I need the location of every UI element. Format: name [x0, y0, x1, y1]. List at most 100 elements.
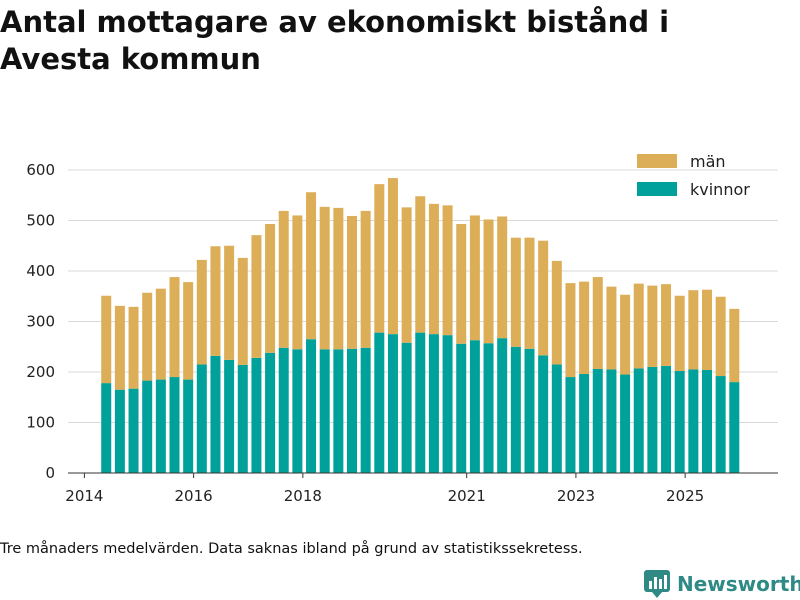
brand-name: Newsworthy	[677, 572, 800, 596]
bar-män	[729, 308, 740, 383]
bar-män	[538, 240, 549, 356]
bar-män	[306, 192, 317, 340]
bar-män	[401, 207, 412, 343]
bar-män	[428, 203, 439, 335]
bar-kvinnor	[674, 370, 685, 473]
legend-swatch-kvinnor	[637, 182, 677, 196]
bar-kvinnor	[237, 364, 248, 473]
bar-kvinnor	[415, 332, 426, 473]
bar-män	[620, 294, 631, 375]
bar-kvinnor	[265, 352, 276, 473]
x-tick-label: 2023	[557, 487, 595, 505]
bar-män	[224, 245, 235, 360]
bar-män	[551, 260, 562, 365]
bar-kvinnor	[183, 379, 194, 473]
bar-män	[210, 246, 221, 356]
bar-kvinnor	[278, 347, 289, 473]
bar-män	[510, 237, 521, 347]
bar-kvinnor	[524, 348, 535, 473]
bar-kvinnor	[128, 388, 139, 473]
y-tick-label: 100	[26, 414, 55, 432]
chart-title: Antal mottagare av ekonomiskt bistånd i …	[0, 5, 670, 76]
y-axis: 0 100 200 300 400 500 600	[26, 161, 55, 482]
bar-kvinnor	[292, 349, 303, 473]
bar-män	[483, 219, 494, 344]
bar-män	[278, 210, 289, 348]
bar-män	[592, 277, 603, 369]
bar-män	[674, 295, 685, 371]
bar-kvinnor	[456, 343, 467, 473]
bar-kvinnor	[606, 369, 617, 473]
y-tick-label: 400	[26, 262, 55, 280]
bar-kvinnor	[360, 347, 371, 473]
bar-kvinnor	[251, 357, 262, 473]
bar-kvinnor	[661, 365, 672, 473]
newsworthy-logo-icon	[644, 570, 670, 598]
legend-label-män: män	[690, 152, 726, 171]
bar-män	[196, 259, 207, 365]
bar-män	[497, 216, 508, 339]
bar-män	[415, 196, 426, 333]
bar-män	[688, 290, 699, 370]
bar-kvinnor	[715, 376, 726, 473]
bar-kvinnor	[224, 359, 235, 473]
bar-män	[524, 237, 535, 349]
bar-kvinnor	[428, 334, 439, 473]
bar-kvinnor	[729, 382, 740, 473]
bar-kvinnor	[169, 377, 180, 473]
bar-kvinnor	[347, 348, 357, 473]
x-tick-label: 2021	[448, 487, 486, 505]
bar-män	[606, 286, 617, 370]
bar-kvinnor	[497, 338, 508, 473]
bar-kvinnor	[688, 369, 699, 473]
bar-män	[442, 205, 453, 336]
bar-kvinnor	[142, 380, 153, 473]
bar-kvinnor	[333, 349, 344, 473]
bar-kvinnor	[469, 340, 480, 473]
bar-kvinnor	[565, 377, 576, 473]
x-tick-label: 2014	[65, 487, 103, 505]
bar-män	[292, 215, 303, 350]
bar-kvinnor	[551, 364, 562, 473]
bar-män	[702, 289, 712, 370]
y-tick-label: 500	[26, 212, 55, 230]
bar-kvinnor	[442, 335, 453, 473]
bar-män	[169, 277, 180, 378]
bar-kvinnor	[510, 346, 521, 473]
bar-män	[469, 215, 480, 341]
bar-kvinnor	[620, 374, 631, 473]
bar-män	[155, 288, 166, 380]
bar-män	[265, 224, 276, 353]
legend-swatch-män	[637, 154, 677, 168]
x-tick-label: 2018	[284, 487, 322, 505]
bar-kvinnor	[196, 364, 207, 473]
bar-män	[128, 306, 139, 389]
bar-män	[633, 283, 644, 369]
x-axis: 2014 2016 2018 2021 2023 2025	[65, 473, 704, 505]
bar-män	[565, 283, 576, 378]
bar-män	[101, 295, 112, 384]
footnote: Tre månaders medelvärden. Data saknas ib…	[0, 541, 583, 557]
bar-män	[142, 292, 153, 381]
bars	[101, 178, 740, 473]
brand-logo: Newsworthy	[644, 569, 800, 599]
bar-kvinnor	[702, 369, 712, 473]
bar-kvinnor	[210, 355, 221, 473]
legend-label-kvinnor: kvinnor	[690, 180, 750, 199]
bar-kvinnor	[319, 349, 330, 473]
bar-kvinnor	[647, 366, 658, 473]
legend: män kvinnor	[637, 152, 750, 199]
bar-män	[661, 284, 672, 366]
bar-kvinnor	[387, 334, 398, 473]
bar-män	[183, 282, 194, 380]
x-tick-label: 2025	[666, 487, 704, 505]
bar-män	[647, 285, 658, 367]
y-tick-label: 600	[26, 161, 55, 179]
bar-kvinnor	[306, 339, 317, 473]
y-tick-label: 0	[45, 464, 55, 482]
bar-kvinnor	[374, 332, 385, 473]
x-tick-label: 2016	[175, 487, 213, 505]
bar-kvinnor	[401, 342, 412, 473]
bar-kvinnor	[483, 343, 494, 473]
bar-män	[333, 207, 344, 350]
